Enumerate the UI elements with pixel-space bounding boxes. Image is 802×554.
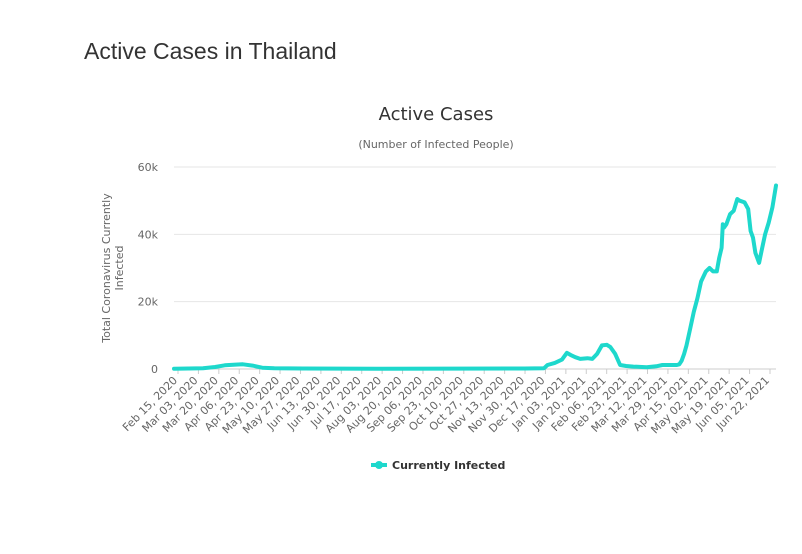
gridlines [174,166,776,370]
legend-item-currently-infected[interactable]: Currently Infected [371,459,505,472]
series-line-currently-infected[interactable] [172,183,778,371]
chart-subtitle: (Number of Infected People) [358,138,513,151]
y-tick-label: 60k [138,161,159,174]
y-tick-label: 20k [138,296,159,309]
series-layer [172,183,778,371]
y-axis-title-line: Total Coronavirus Currently [100,193,113,344]
y-axis-title: Total Coronavirus CurrentlyInfected [100,193,126,344]
legend[interactable]: Currently Infected [371,459,505,472]
y-tick-label: 40k [138,228,159,241]
chart-title: Active Cases [379,104,494,125]
y-axis-ticks: 0 20k 40k 60k [138,161,159,376]
page-title: Active Cases in Thailand [84,38,337,64]
y-tick-label: 0 [151,363,158,376]
legend-marker-symbol [375,461,383,469]
legend-label: Currently Infected [392,459,505,472]
y-axis-title-line: Infected [113,246,126,291]
